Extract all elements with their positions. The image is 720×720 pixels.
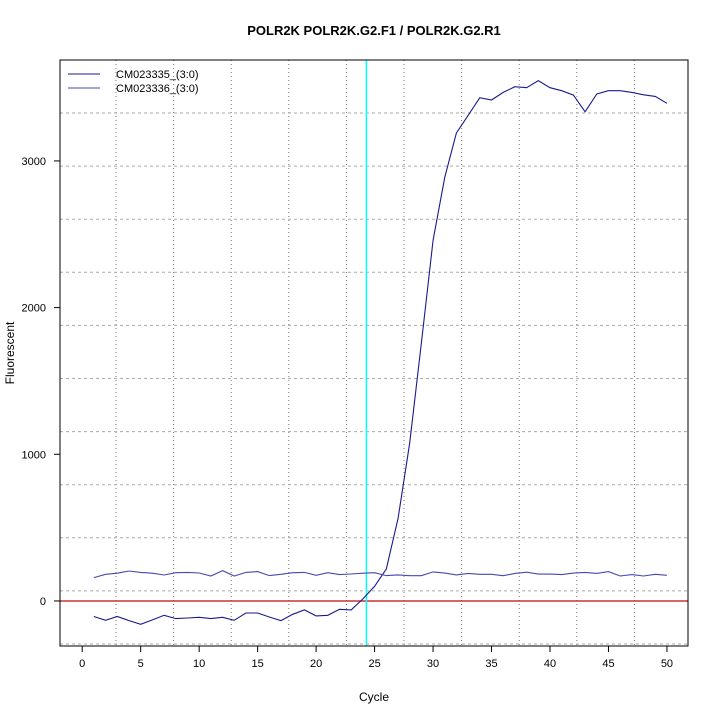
x-tick-label: 15 [252,658,264,670]
plot-frame [59,59,689,647]
x-tick-label: 45 [602,658,614,670]
series-lines [93,80,668,625]
reference-lines [60,60,688,646]
grid [60,60,688,646]
legend-label-2: CM023336_(3:0) [116,83,199,95]
x-tick-label: 35 [485,658,497,670]
y-tick-label: 2000 [22,303,46,315]
legend-label-1: CM023335_(3:0) [116,69,199,81]
y-tick-label: 0 [40,596,46,608]
series-line-2 [93,569,667,579]
y-axis: 0 1000 2000 3000 [22,156,60,608]
x-tick-label: 10 [193,658,205,670]
x-axis: 0 5 10 15 20 25 30 35 40 45 50 [79,646,673,670]
x-tick-label: 25 [368,658,380,670]
series-line-1 [93,80,668,625]
chart-title: POLR2K POLR2K.G2.F1 / POLR2K.G2.R1 [247,23,501,38]
x-tick-label: 50 [661,658,673,670]
x-tick-label: 5 [138,658,144,670]
x-tick-label: 0 [79,658,85,670]
y-tick-label: 1000 [22,449,46,461]
x-tick-label: 20 [310,658,322,670]
y-tick-label: 3000 [22,156,46,168]
legend: CM023335_(3:0) CM023336_(3:0) [68,69,199,95]
x-tick-label: 30 [427,658,439,670]
x-axis-label: Cycle [359,690,389,704]
x-tick-label: 40 [544,658,556,670]
y-axis-label: Fluorescent [3,321,17,384]
